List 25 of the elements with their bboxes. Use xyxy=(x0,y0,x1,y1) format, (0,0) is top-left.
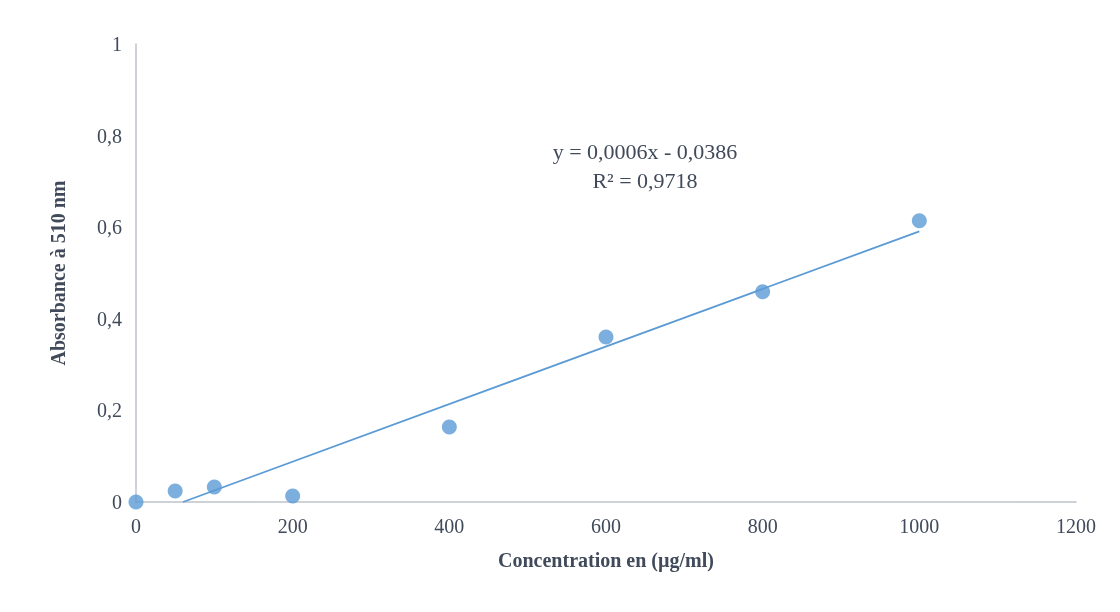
y-tick-label: 0 xyxy=(112,491,122,513)
point xyxy=(167,483,183,499)
x-tick-label: 400 xyxy=(434,515,465,537)
point xyxy=(206,479,222,495)
x-tick-label: 800 xyxy=(747,515,778,537)
x-tick-label: 1000 xyxy=(899,515,940,537)
y-tick-label: 0,6 xyxy=(97,216,122,239)
x-tick-label: 0 xyxy=(131,515,141,537)
point xyxy=(285,488,301,504)
point xyxy=(911,213,927,229)
x-tick-label: 600 xyxy=(591,515,621,537)
x-tick-label: 1200 xyxy=(1056,515,1096,537)
annotation: y = 0,0006x - 0,0386 xyxy=(552,138,738,164)
annotation: R² = 0,9718 xyxy=(592,167,698,193)
x-tick-label: 200 xyxy=(277,515,308,537)
y-tick-label: 0,4 xyxy=(97,307,122,330)
point xyxy=(441,419,457,435)
y-axis-title: Absorbance à 510 nm xyxy=(47,180,69,366)
y-tick-label: 0,8 xyxy=(97,124,122,147)
y-tick-label: 1 xyxy=(112,33,122,55)
x-axis-title: Concentration en (µg/ml) xyxy=(498,549,714,572)
y-tick-label: 0,2 xyxy=(97,399,122,422)
point xyxy=(598,329,614,345)
point xyxy=(755,284,771,300)
point xyxy=(128,494,144,510)
